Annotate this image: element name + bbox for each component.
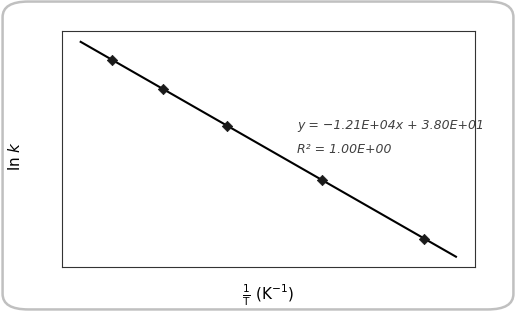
Point — [223, 123, 231, 128]
Point — [420, 236, 428, 241]
Text: R² = 1.00E+00: R² = 1.00E+00 — [297, 143, 392, 156]
Text: y = −1.21E+04x + 3.80E+01: y = −1.21E+04x + 3.80E+01 — [297, 119, 484, 132]
Point — [108, 58, 117, 63]
Text: $\mathregular{\frac{1}{T}}$ (K$^{-1}$): $\mathregular{\frac{1}{T}}$ (K$^{-1}$) — [242, 282, 295, 308]
Point — [159, 87, 168, 92]
Point — [318, 178, 327, 183]
Text: ln $\mathit{k}$: ln $\mathit{k}$ — [7, 141, 24, 170]
